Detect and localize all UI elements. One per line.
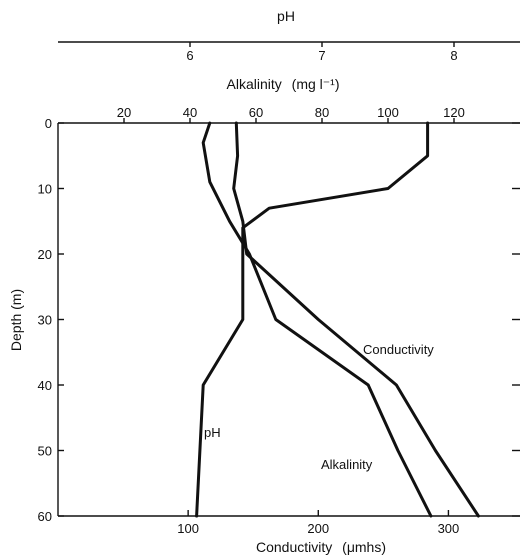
conductivity-tick-label: 200 — [307, 521, 329, 536]
alkalinity-axis-ticks: 20 40 60 80 100 120 — [117, 105, 465, 123]
conductivity-axis-label: Conductivity — [256, 539, 332, 555]
conductivity-axis-title: Conductivity (μmhs) — [256, 539, 386, 555]
alkalinity-tick-label: 40 — [183, 105, 197, 120]
depth-tick-label: 20 — [38, 247, 52, 262]
alkalinity-tick-label: 20 — [117, 105, 131, 120]
conductivity-curve-label: Conductivity — [363, 342, 434, 357]
ph-curve-label: pH — [204, 425, 221, 440]
ph-tick-label: 8 — [450, 48, 457, 63]
depth-tick-label: 30 — [38, 313, 52, 328]
depth-tick-label: 10 — [38, 182, 52, 197]
depth-axis-ticks: 0 10 20 30 40 50 60 — [38, 116, 520, 524]
conductivity-axis-unit: (μmhs) — [342, 539, 386, 555]
alkalinity-axis-label: Alkalinity — [227, 76, 282, 92]
depth-tick-label: 0 — [45, 116, 52, 131]
alkalinity-tick-label: 80 — [315, 105, 329, 120]
alkalinity-axis: Alkalinity (mg l⁻¹) 20 40 60 80 100 120 — [117, 76, 465, 123]
conductivity-series-line — [232, 121, 480, 518]
alkalinity-tick-label: 120 — [443, 105, 465, 120]
ph-tick-label: 7 — [318, 48, 325, 63]
depth-tick-label: 50 — [38, 444, 52, 459]
alkalinity-tick-label: 100 — [377, 105, 399, 120]
depth-tick-label: 60 — [38, 509, 52, 524]
plot-frame — [57, 122, 520, 517]
alkalinity-curve-label: Alkalinity — [321, 457, 373, 472]
conductivity-axis-ticks: 100 200 300 — [177, 510, 459, 536]
ph-tick-label: 6 — [186, 48, 193, 63]
alkalinity-tick-label: 60 — [249, 105, 263, 120]
alkalinity-axis-unit: (mg l⁻¹) — [292, 76, 340, 92]
depth-tick-label: 40 — [38, 378, 52, 393]
ph-series-line — [195, 121, 430, 518]
alkalinity-series-line — [201, 121, 433, 518]
series-lines — [195, 121, 480, 518]
ph-axis-title: pH — [277, 8, 295, 24]
alkalinity-axis-title: Alkalinity (mg l⁻¹) — [227, 76, 340, 92]
conductivity-tick-label: 300 — [438, 521, 460, 536]
ph-axis: pH 6 7 8 — [58, 8, 520, 63]
depth-axis-title: Depth (m) — [8, 289, 24, 351]
conductivity-tick-label: 100 — [177, 521, 199, 536]
ph-axis-ticks: 6 7 8 — [186, 42, 458, 63]
